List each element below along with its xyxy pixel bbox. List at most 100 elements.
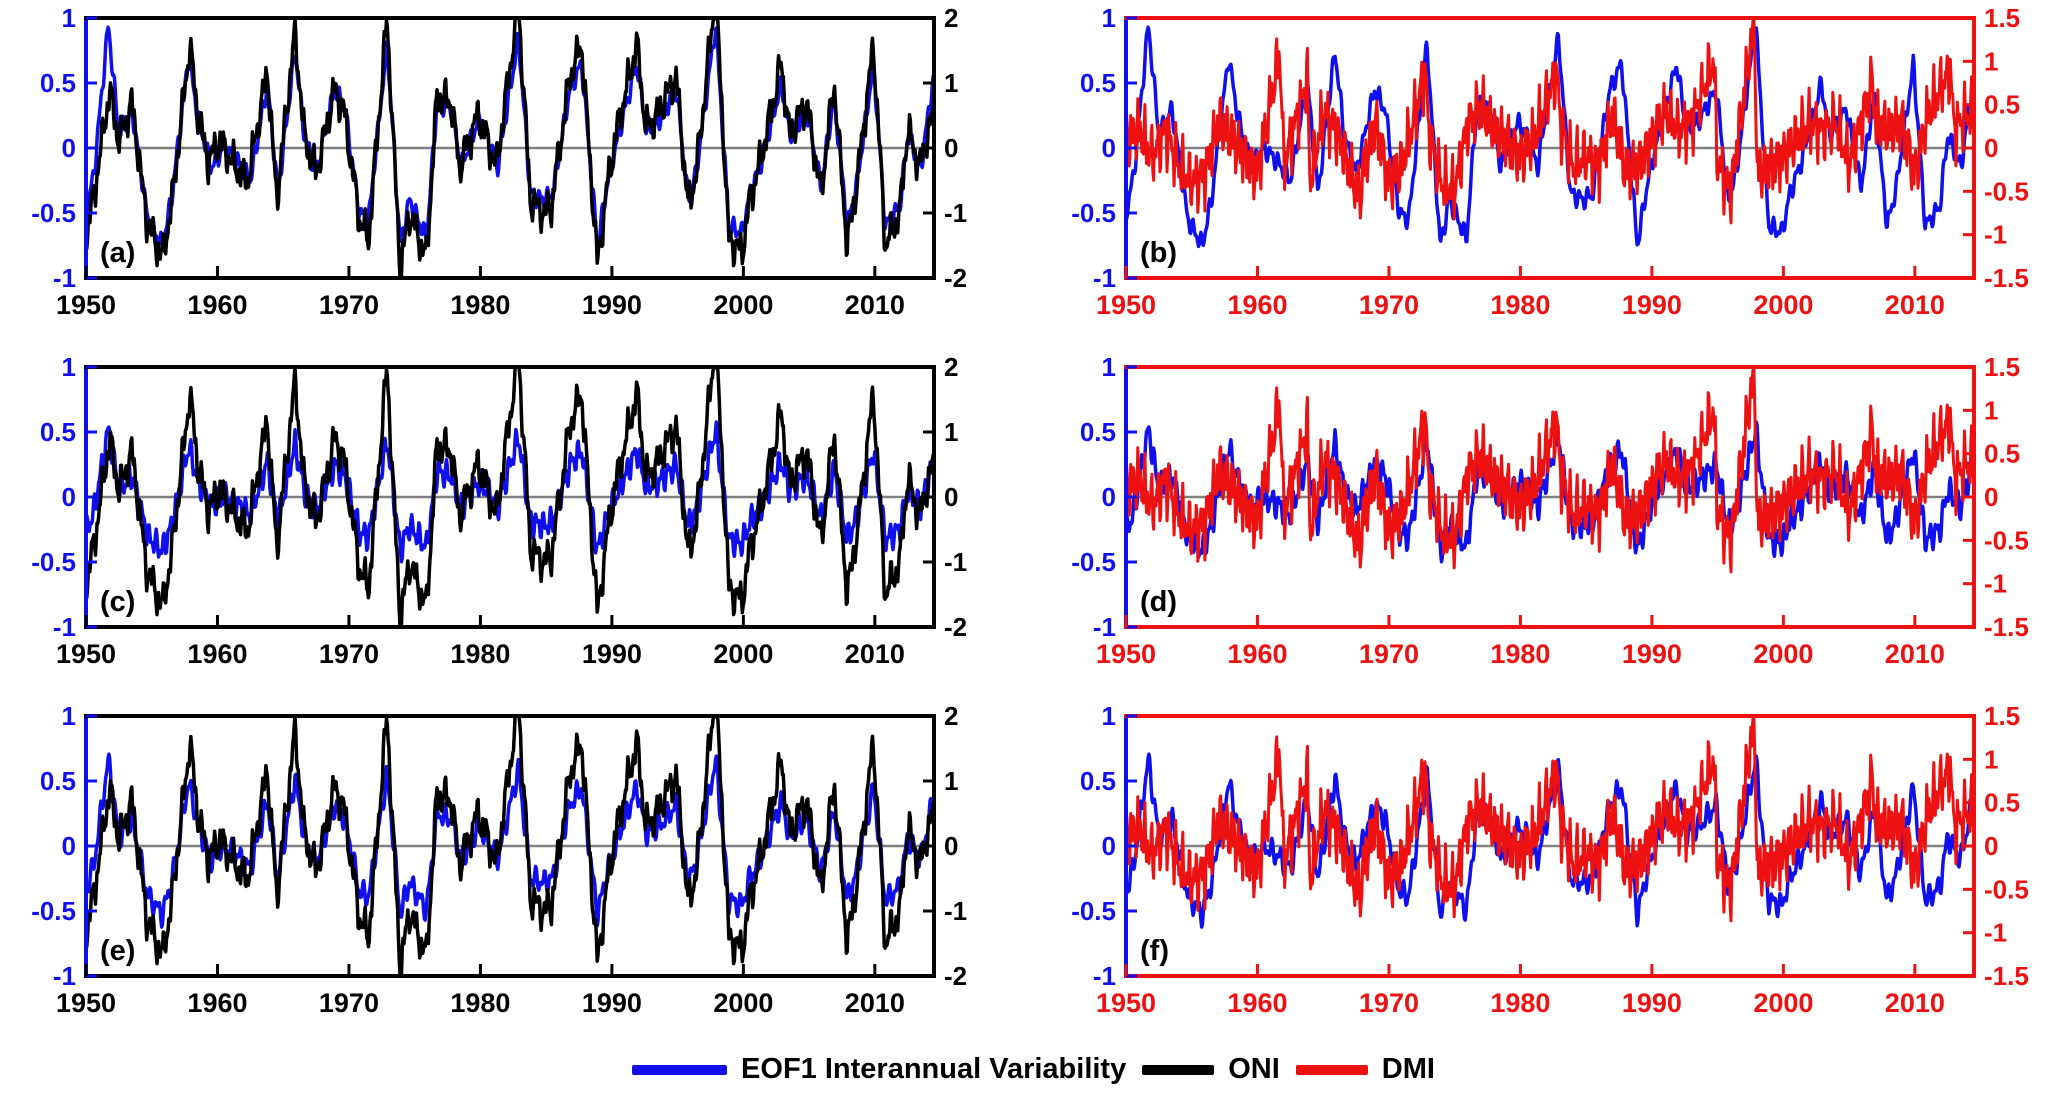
svg-text:2000: 2000	[1753, 639, 1813, 669]
svg-text:2: 2	[944, 355, 958, 382]
svg-text:-1: -1	[1092, 612, 1115, 642]
svg-text:-1: -1	[1984, 918, 2007, 948]
svg-text:1: 1	[1101, 355, 1115, 382]
svg-text:1: 1	[944, 68, 958, 98]
svg-text:1970: 1970	[1358, 988, 1418, 1018]
panel-c: 1 0.5 0 -0.5 -1 2 1 0 -1 -2 1950 1960 1970 1980 1990 20…	[14, 355, 1014, 690]
svg-text:1960: 1960	[1227, 988, 1287, 1018]
panel-e: 1 0.5 0 -0.5 -1 2 1 0 -1 -2 1950 1960 1970 1980 1990 20…	[14, 704, 1014, 1039]
svg-text:1: 1	[61, 704, 75, 731]
svg-text:2000: 2000	[1753, 290, 1813, 320]
legend: EOF1 Interannual Variability ONI DMI	[632, 1053, 1435, 1086]
svg-text:0: 0	[1101, 831, 1115, 861]
svg-text:(e): (e)	[100, 935, 135, 967]
svg-text:0.5: 0.5	[1984, 439, 2020, 469]
svg-text:1970: 1970	[318, 290, 378, 320]
svg-text:-1: -1	[944, 547, 967, 577]
svg-text:1.5: 1.5	[1984, 6, 2020, 33]
svg-text:1980: 1980	[1490, 988, 1550, 1018]
svg-text:-0.5: -0.5	[1984, 874, 2029, 904]
panel-a-chart: 1 0.5 0 -0.5 -1 2 1 0 -1 -2 1950 1960 1970 1980 1990 20…	[31, 6, 967, 320]
svg-text:2: 2	[944, 704, 958, 731]
svg-text:0.5: 0.5	[1079, 417, 1115, 447]
svg-text:-1: -1	[944, 198, 967, 228]
svg-text:1990: 1990	[581, 290, 641, 320]
panel-grid: 1 0.5 0 -0.5 -1 2 1 0 -1 -2 1950 1960 1970 1980 1990 20…	[14, 6, 2054, 1039]
svg-text:-0.5: -0.5	[1984, 525, 2029, 555]
svg-text:1980: 1980	[450, 639, 510, 669]
svg-text:2000: 2000	[713, 988, 773, 1018]
svg-text:1990: 1990	[1621, 988, 1681, 1018]
svg-text:0: 0	[1984, 133, 1998, 163]
svg-text:1970: 1970	[318, 639, 378, 669]
svg-text:1960: 1960	[187, 290, 247, 320]
svg-text:0.5: 0.5	[39, 766, 75, 796]
svg-text:1980: 1980	[1490, 639, 1550, 669]
legend-line-oni-swatch	[1142, 1064, 1215, 1075]
svg-text:1990: 1990	[1621, 639, 1681, 669]
svg-text:1950: 1950	[1095, 639, 1155, 669]
svg-text:(f): (f)	[1140, 935, 1169, 967]
svg-text:-0.5: -0.5	[1984, 176, 2029, 206]
legend-label-oni: ONI	[1228, 1053, 1280, 1085]
svg-text:1: 1	[61, 6, 75, 33]
svg-text:1980: 1980	[450, 988, 510, 1018]
svg-text:(b): (b)	[1140, 237, 1177, 269]
svg-text:0: 0	[944, 482, 958, 512]
legend-item-dmi: DMI	[1295, 1053, 1435, 1086]
panel-c-chart: 1 0.5 0 -0.5 -1 2 1 0 -1 -2 1950 1960 1970 1980 1990 20…	[31, 355, 967, 669]
svg-text:1950: 1950	[55, 290, 115, 320]
legend-label-dmi: DMI	[1381, 1053, 1435, 1085]
svg-text:-2: -2	[944, 961, 967, 991]
svg-text:-0.5: -0.5	[31, 896, 76, 926]
svg-text:0.5: 0.5	[1079, 766, 1115, 796]
svg-text:-0.5: -0.5	[1071, 198, 1116, 228]
legend-item-eof1: EOF1 Interannual Variability	[632, 1053, 1126, 1086]
svg-text:2000: 2000	[713, 290, 773, 320]
svg-text:-1: -1	[1092, 961, 1115, 991]
svg-text:2010: 2010	[844, 988, 904, 1018]
svg-text:1950: 1950	[1095, 988, 1155, 1018]
svg-text:1960: 1960	[1227, 290, 1287, 320]
svg-text:1990: 1990	[581, 988, 641, 1018]
svg-text:(d): (d)	[1140, 586, 1177, 618]
svg-text:1950: 1950	[55, 988, 115, 1018]
svg-text:1990: 1990	[581, 639, 641, 669]
legend-line-eof1-swatch	[632, 1064, 728, 1075]
svg-text:1970: 1970	[1358, 290, 1418, 320]
panel-d: 1 0.5 0 -0.5 -1 1.5 1 0.5 0 -0.5 -1 -1.5 1950 1960 197…	[1054, 355, 2054, 690]
svg-text:-1.5: -1.5	[1984, 612, 2029, 642]
svg-text:2010: 2010	[844, 639, 904, 669]
panel-b: 1 0.5 0 -0.5 -1 1.5 1 0.5 0 -0.5 -1 -1.5 1950 1960 197…	[1054, 6, 2054, 341]
svg-text:1: 1	[1984, 395, 1998, 425]
svg-text:0: 0	[1984, 482, 1998, 512]
svg-text:-1: -1	[52, 612, 75, 642]
svg-text:1970: 1970	[318, 988, 378, 1018]
svg-text:2010: 2010	[1884, 639, 1944, 669]
svg-text:0: 0	[944, 831, 958, 861]
svg-text:1: 1	[944, 766, 958, 796]
svg-text:1970: 1970	[1358, 639, 1418, 669]
legend-label-eof1: EOF1 Interannual Variability	[741, 1053, 1127, 1085]
svg-text:-1: -1	[1984, 569, 2007, 599]
panel-b-chart: 1 0.5 0 -0.5 -1 1.5 1 0.5 0 -0.5 -1 -1.5 1950 1960 197…	[1071, 6, 2029, 320]
svg-text:-1.5: -1.5	[1984, 263, 2029, 293]
svg-text:0.5: 0.5	[1984, 90, 2020, 120]
svg-text:(c): (c)	[100, 586, 135, 618]
svg-text:0.5: 0.5	[1079, 68, 1115, 98]
svg-text:-1: -1	[1092, 263, 1115, 293]
svg-text:-1: -1	[1984, 220, 2007, 250]
svg-text:0: 0	[61, 133, 75, 163]
panel-a: 1 0.5 0 -0.5 -1 2 1 0 -1 -2 1950 1960 1970 1980 1990 20…	[14, 6, 1014, 341]
svg-text:2010: 2010	[1884, 290, 1944, 320]
svg-text:0.5: 0.5	[39, 417, 75, 447]
svg-text:-0.5: -0.5	[1071, 547, 1116, 577]
svg-text:0: 0	[61, 831, 75, 861]
panel-f-chart: 1 0.5 0 -0.5 -1 1.5 1 0.5 0 -0.5 -1 -1.5 1950 1960 197…	[1071, 704, 2029, 1018]
svg-text:1: 1	[1984, 46, 1998, 76]
svg-text:1960: 1960	[187, 988, 247, 1018]
panel-d-chart: 1 0.5 0 -0.5 -1 1.5 1 0.5 0 -0.5 -1 -1.5 1950 1960 197…	[1071, 355, 2029, 669]
svg-text:1960: 1960	[1227, 639, 1287, 669]
panel-e-chart: 1 0.5 0 -0.5 -1 2 1 0 -1 -2 1950 1960 1970 1980 1990 20…	[31, 704, 967, 1018]
